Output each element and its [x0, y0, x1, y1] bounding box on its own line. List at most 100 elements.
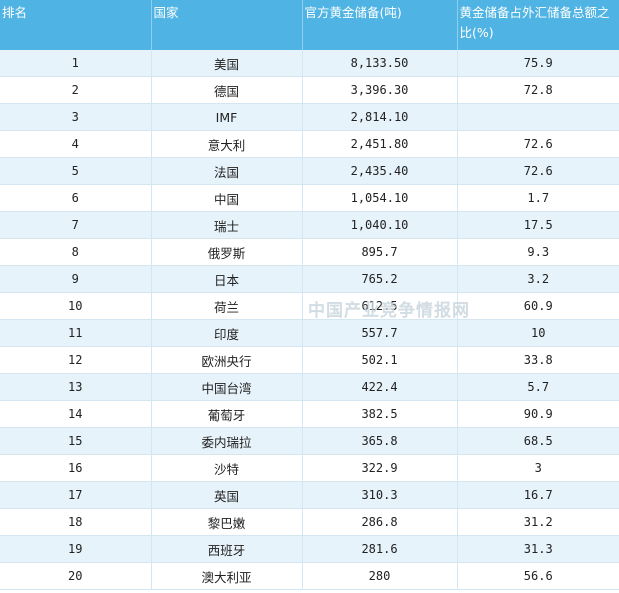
cell-gold-reserve: 322.9	[302, 454, 458, 482]
cell-gold-reserve: 422.4	[302, 373, 458, 401]
cell-gold-share: 17.5	[457, 211, 619, 239]
cell-gold-share: 72.6	[457, 157, 619, 185]
table-row: 7 瑞士 1,040.10 17.5	[0, 211, 619, 239]
cell-gold-reserve: 3,396.30	[302, 76, 458, 104]
cell-gold-reserve: 382.5	[302, 400, 458, 428]
cell-rank: 3	[0, 103, 152, 131]
cell-rank: 11	[0, 319, 152, 347]
header-gold-reserve: 官方黄金储备(吨)	[302, 0, 458, 50]
table-row: 13 中国台湾 422.4 5.7	[0, 373, 619, 401]
cell-country: 欧洲央行	[151, 346, 303, 374]
cell-gold-reserve: 286.8	[302, 508, 458, 536]
cell-rank: 15	[0, 427, 152, 455]
cell-gold-reserve: 8,133.50	[302, 50, 458, 77]
cell-country: 葡萄牙	[151, 400, 303, 428]
cell-gold-share	[457, 103, 619, 131]
table-row: 10 荷兰 612.5 60.9	[0, 292, 619, 320]
table-row: 4 意大利 2,451.80 72.6	[0, 130, 619, 158]
cell-gold-reserve: 1,040.10	[302, 211, 458, 239]
cell-rank: 18	[0, 508, 152, 536]
header-gold-share: 黄金储备占外汇储备总额之比(%)	[457, 0, 619, 50]
cell-gold-reserve: 365.8	[302, 427, 458, 455]
cell-gold-share: 5.7	[457, 373, 619, 401]
cell-rank: 1	[0, 50, 152, 77]
table-row: 11 印度 557.7 10	[0, 319, 619, 347]
cell-gold-share: 16.7	[457, 481, 619, 509]
table-row: 1 美国 8,133.50 75.9	[0, 50, 619, 77]
cell-gold-share: 60.9	[457, 292, 619, 320]
cell-gold-share: 72.8	[457, 76, 619, 104]
cell-rank: 4	[0, 130, 152, 158]
table-row: 5 法国 2,435.40 72.6	[0, 157, 619, 185]
cell-gold-share: 9.3	[457, 238, 619, 266]
table-row: 9 日本 765.2 3.2	[0, 265, 619, 293]
table-row: 18 黎巴嫩 286.8 31.2	[0, 508, 619, 536]
cell-gold-reserve: 557.7	[302, 319, 458, 347]
cell-country: 法国	[151, 157, 303, 185]
cell-country: 沙特	[151, 454, 303, 482]
table-row: 15 委内瑞拉 365.8 68.5	[0, 427, 619, 455]
cell-rank: 13	[0, 373, 152, 401]
cell-rank: 17	[0, 481, 152, 509]
table-row: 14 葡萄牙 382.5 90.9	[0, 400, 619, 428]
cell-rank: 14	[0, 400, 152, 428]
cell-gold-reserve: 2,435.40	[302, 157, 458, 185]
cell-gold-share: 31.2	[457, 508, 619, 536]
cell-rank: 5	[0, 157, 152, 185]
cell-rank: 20	[0, 562, 152, 590]
cell-gold-share: 3.2	[457, 265, 619, 293]
table-row: 20 澳大利亚 280 56.6	[0, 562, 619, 590]
cell-gold-reserve: 1,054.10	[302, 184, 458, 212]
table-body: 1 美国 8,133.50 75.9 2 德国 3,396.30 72.8 3 IMF 2,814.…	[0, 50, 619, 590]
header-rank: 排名	[0, 0, 152, 50]
cell-country: 德国	[151, 76, 303, 104]
cell-country: 俄罗斯	[151, 238, 303, 266]
cell-country: 美国	[151, 50, 303, 77]
cell-gold-share: 1.7	[457, 184, 619, 212]
cell-gold-share: 68.5	[457, 427, 619, 455]
cell-country: 意大利	[151, 130, 303, 158]
cell-gold-share: 75.9	[457, 50, 619, 77]
cell-rank: 7	[0, 211, 152, 239]
cell-rank: 19	[0, 535, 152, 563]
cell-rank: 16	[0, 454, 152, 482]
cell-rank: 12	[0, 346, 152, 374]
cell-gold-share: 33.8	[457, 346, 619, 374]
cell-country: 黎巴嫩	[151, 508, 303, 536]
table-row: 8 俄罗斯 895.7 9.3	[0, 238, 619, 266]
cell-country: 印度	[151, 319, 303, 347]
table-header: 排名 国家 官方黄金储备(吨) 黄金储备占外汇储备总额之比(%)	[0, 0, 619, 50]
cell-gold-reserve: 2,814.10	[302, 103, 458, 131]
table-row: 2 德国 3,396.30 72.8	[0, 76, 619, 104]
cell-gold-share: 72.6	[457, 130, 619, 158]
table-row: 3 IMF 2,814.10	[0, 103, 619, 131]
cell-rank: 2	[0, 76, 152, 104]
cell-gold-share: 90.9	[457, 400, 619, 428]
cell-gold-share: 10	[457, 319, 619, 347]
cell-gold-share: 31.3	[457, 535, 619, 563]
cell-country: IMF	[151, 103, 303, 131]
table-row: 19 西班牙 281.6 31.3	[0, 535, 619, 563]
cell-gold-reserve: 280	[302, 562, 458, 590]
cell-country: 日本	[151, 265, 303, 293]
cell-country: 中国	[151, 184, 303, 212]
cell-gold-share: 56.6	[457, 562, 619, 590]
header-country: 国家	[151, 0, 303, 50]
cell-country: 西班牙	[151, 535, 303, 563]
table-row: 16 沙特 322.9 3	[0, 454, 619, 482]
table-row: 12 欧洲央行 502.1 33.8	[0, 346, 619, 374]
cell-gold-reserve: 502.1	[302, 346, 458, 374]
cell-gold-reserve: 765.2	[302, 265, 458, 293]
cell-country: 荷兰	[151, 292, 303, 320]
cell-rank: 10	[0, 292, 152, 320]
cell-gold-reserve: 281.6	[302, 535, 458, 563]
cell-gold-share: 3	[457, 454, 619, 482]
cell-gold-reserve: 612.5	[302, 292, 458, 320]
cell-rank: 6	[0, 184, 152, 212]
table-row: 17 英国 310.3 16.7	[0, 481, 619, 509]
cell-gold-reserve: 310.3	[302, 481, 458, 509]
cell-country: 澳大利亚	[151, 562, 303, 590]
cell-rank: 9	[0, 265, 152, 293]
cell-rank: 8	[0, 238, 152, 266]
